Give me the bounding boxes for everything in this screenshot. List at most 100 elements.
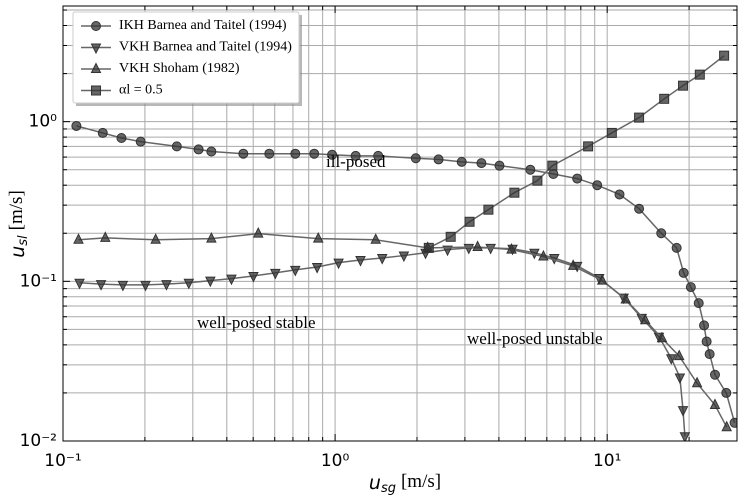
marker — [270, 268, 281, 280]
y-subscript: sl — [16, 235, 31, 246]
marker — [99, 231, 111, 242]
y-unit: [m/s] — [6, 190, 27, 230]
axes-frame — [62, 5, 738, 442]
marker — [721, 387, 732, 398]
marker — [116, 132, 127, 143]
marker — [583, 141, 594, 152]
marker — [206, 146, 217, 157]
marker — [704, 349, 715, 360]
marker — [171, 141, 182, 152]
marker — [464, 216, 475, 227]
marker — [691, 376, 703, 388]
y-tick-label: 10⁻¹ — [20, 271, 57, 291]
x-axis-title: usg [m/s] — [369, 471, 441, 495]
marker — [671, 242, 682, 253]
marker — [350, 150, 361, 161]
series-line — [76, 125, 736, 424]
marker — [248, 271, 259, 283]
marker — [673, 349, 685, 361]
marker — [161, 280, 172, 291]
legend-label: αl = 0.5 — [119, 83, 163, 98]
marker — [290, 148, 301, 159]
marker — [567, 259, 579, 270]
marker — [548, 169, 559, 180]
marker — [71, 120, 82, 131]
legend-label: VKH Shoham (1982) — [119, 61, 240, 76]
y-axis-title: usl [m/s] — [6, 190, 30, 258]
marker — [95, 280, 107, 291]
y-symbol: u — [7, 246, 29, 258]
marker — [674, 373, 686, 385]
marker — [634, 203, 645, 214]
marker — [476, 158, 487, 169]
marker — [226, 274, 237, 286]
marker — [206, 232, 217, 243]
x-subscript: sg — [381, 481, 396, 496]
marker — [656, 228, 667, 239]
marker — [678, 267, 689, 278]
annotations: ill-posed well-posed stable well-posed uns… — [197, 152, 603, 348]
marker — [532, 175, 543, 186]
marker — [525, 164, 536, 175]
marker — [373, 150, 384, 161]
marker — [693, 298, 704, 309]
marker — [538, 249, 549, 261]
marker — [509, 187, 520, 198]
legend-label: IKH Barnea and Taitel (1994) — [119, 18, 287, 33]
marker — [289, 265, 301, 277]
legend: IKH Barnea and Taitel (1994) VKH Barnea a… — [72, 11, 302, 106]
marker — [90, 62, 102, 73]
marker — [677, 406, 689, 417]
marker — [719, 50, 730, 61]
marker — [701, 336, 712, 347]
marker — [91, 21, 101, 31]
marker — [656, 331, 668, 343]
legend-box — [72, 11, 300, 104]
marker — [74, 278, 85, 290]
plot-area — [71, 50, 737, 441]
marker — [592, 180, 603, 191]
marker — [709, 398, 721, 410]
marker — [423, 242, 434, 253]
annotation: well-posed unstable — [467, 329, 603, 348]
marker — [634, 112, 645, 123]
marker — [596, 274, 608, 285]
legend-label: VKH Barnea and Taitel (1994) — [119, 40, 292, 55]
marker — [620, 292, 632, 304]
marker — [639, 313, 651, 325]
marker — [376, 253, 388, 265]
marker — [483, 204, 494, 215]
marker — [183, 278, 195, 290]
marker — [729, 417, 737, 428]
marker — [370, 233, 382, 244]
marker — [547, 160, 558, 171]
marker — [572, 173, 583, 184]
marker — [445, 231, 456, 242]
y-tick-label: 10⁻² — [20, 431, 57, 451]
marker — [410, 153, 421, 164]
marker — [494, 160, 505, 171]
marker — [659, 93, 670, 104]
marker — [679, 432, 691, 441]
marker — [150, 233, 161, 244]
marker — [252, 226, 264, 238]
marker — [193, 144, 204, 155]
marker — [606, 127, 617, 138]
marker — [311, 262, 323, 274]
marker — [309, 148, 320, 159]
marker — [140, 280, 151, 292]
marker — [97, 127, 108, 138]
marker — [355, 256, 366, 267]
marker — [709, 369, 720, 380]
marker — [135, 136, 146, 147]
x-tick-label: 10⁻¹ — [44, 451, 81, 471]
marker — [506, 242, 517, 254]
x-tick-label: 10¹ — [593, 451, 621, 471]
marker — [456, 156, 467, 167]
marker — [312, 232, 324, 243]
annotation: ill-posed — [326, 152, 386, 171]
x-symbol: u — [369, 472, 381, 494]
